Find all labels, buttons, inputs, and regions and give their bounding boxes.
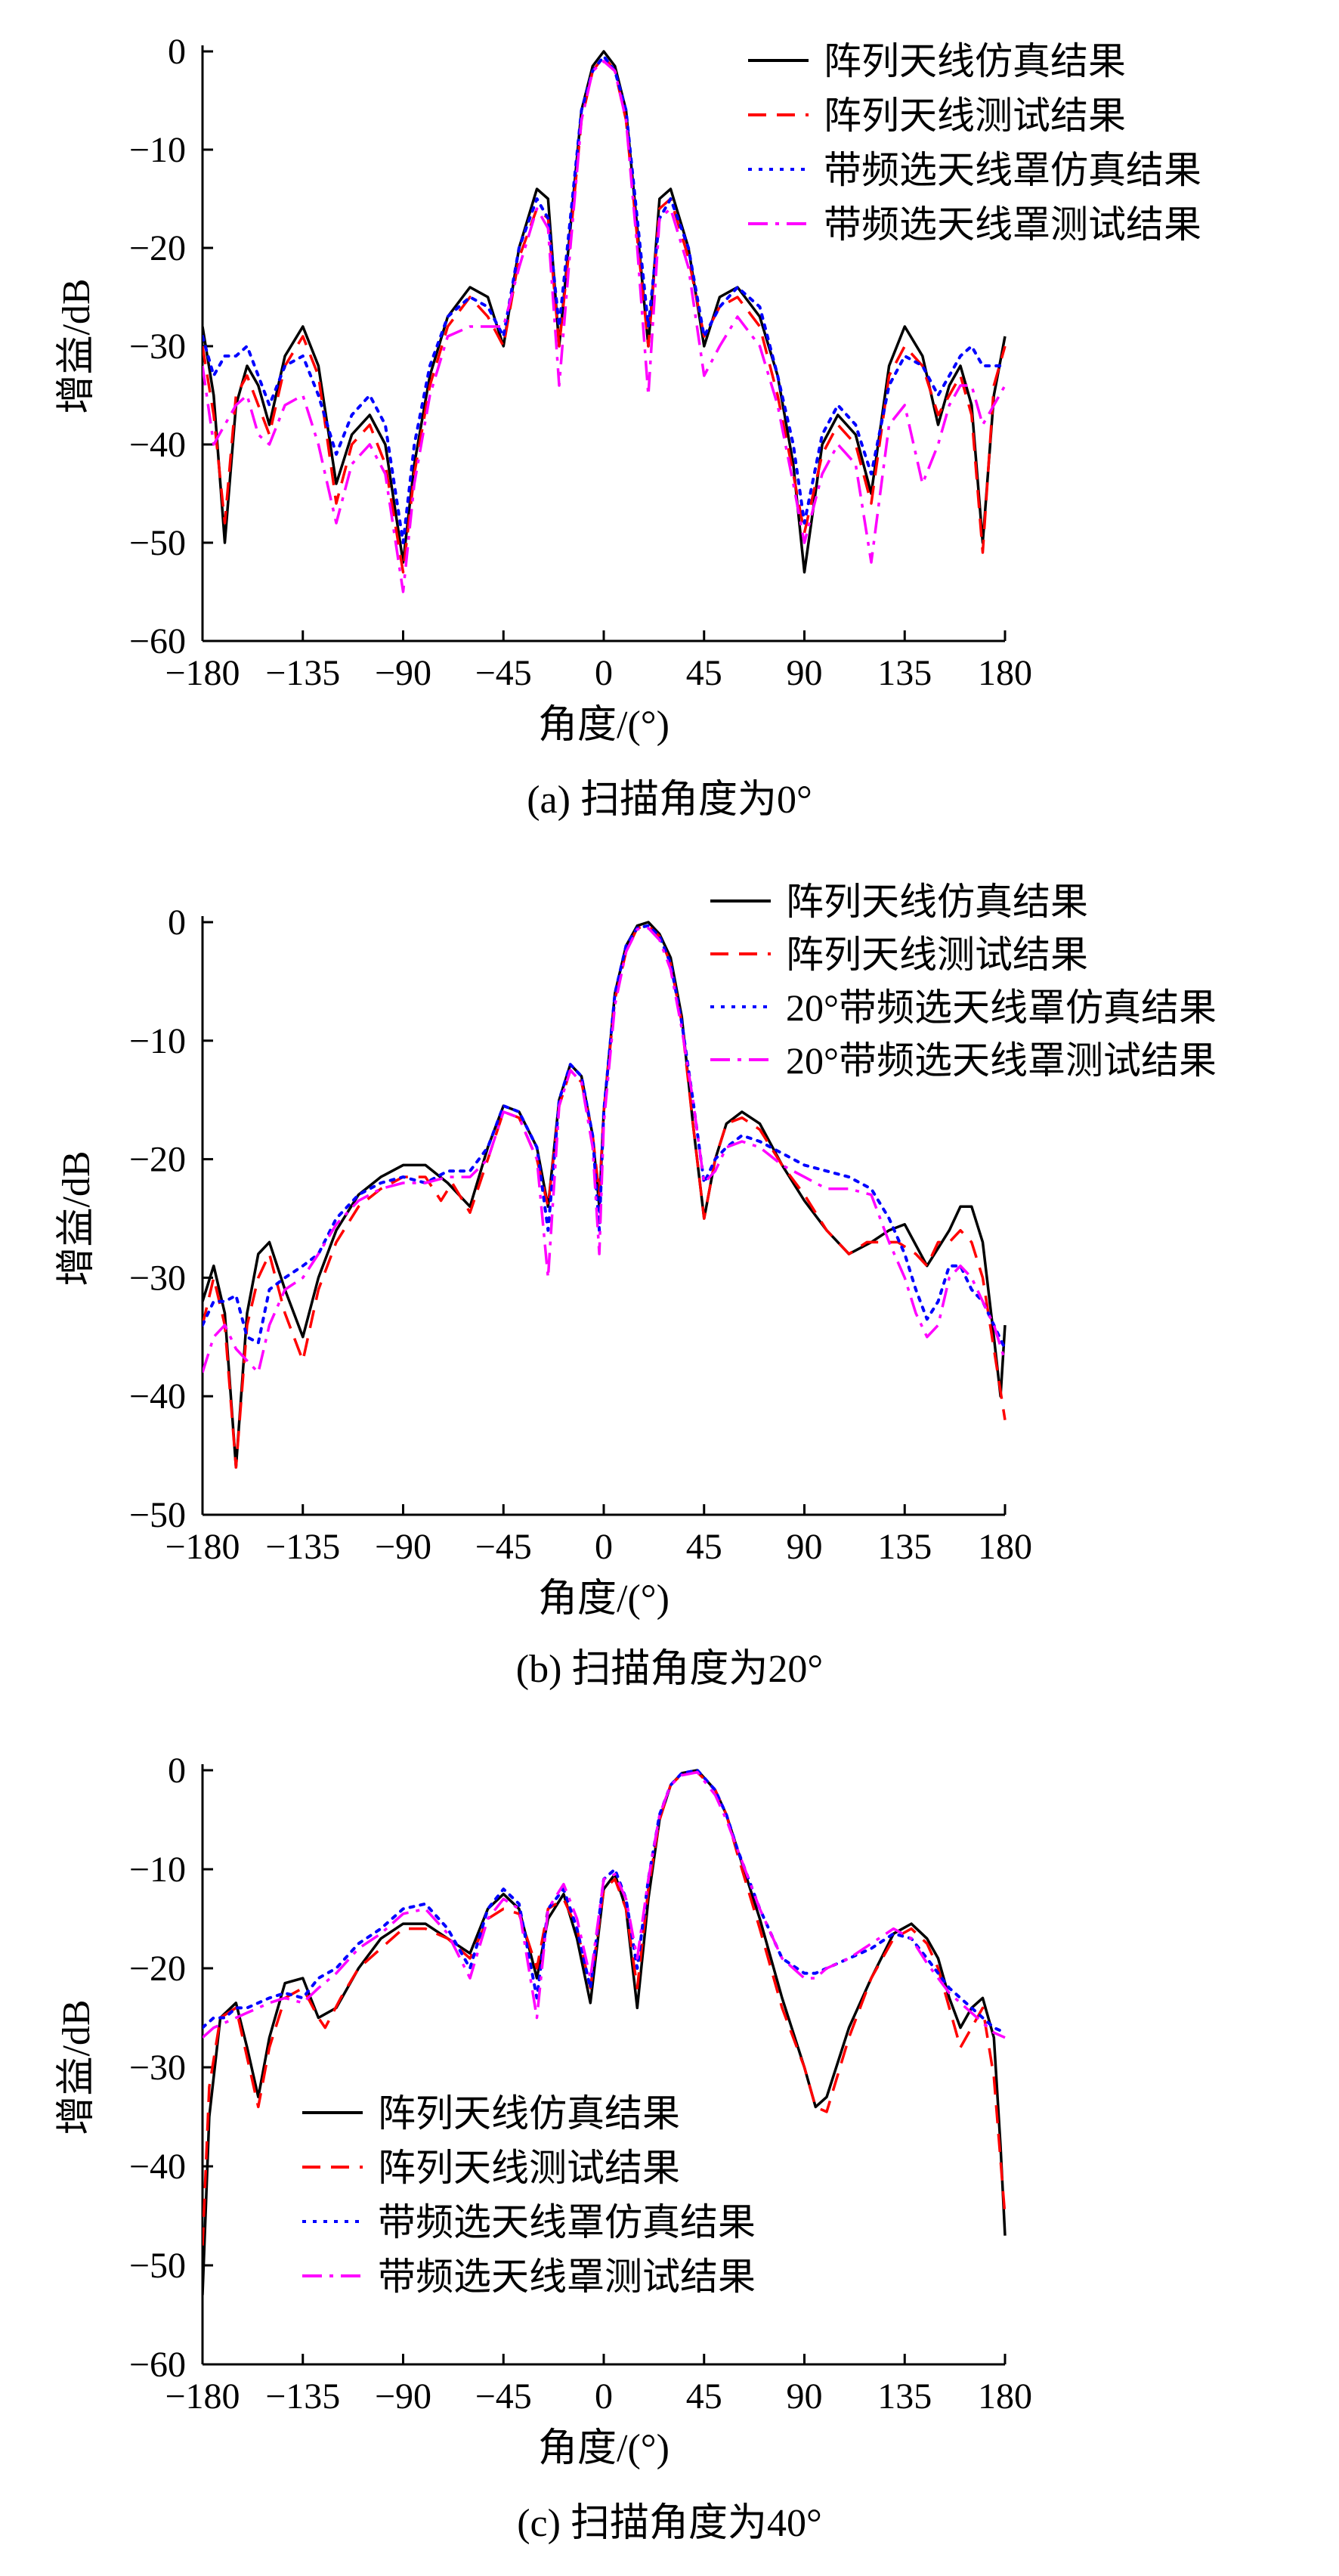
legend-label-3: 带频选天线罩测试结果: [824, 203, 1201, 246]
y-tick-label: −30: [129, 1258, 186, 1298]
x-tick-label: −90: [375, 2376, 431, 2417]
x-tick-label: −45: [475, 2376, 532, 2417]
y-tick-label: −20: [129, 1140, 186, 1180]
y-tick-label: −40: [129, 2147, 186, 2187]
x-tick-label: 90: [787, 653, 823, 693]
legend-label-3: 20°带频选天线罩测试结果: [786, 1039, 1217, 1082]
x-axis-label: 角度/(°): [538, 2427, 670, 2470]
legend-label-2: 带频选天线罩仿真结果: [378, 2201, 756, 2243]
y-axis-label: 增益/dB: [55, 1999, 98, 2135]
x-tick-label: −135: [265, 1527, 340, 1567]
legend-label-0: 阵列天线仿真结果: [786, 881, 1088, 923]
chart-caption: (a) 扫描角度为0°: [527, 779, 812, 822]
y-tick-label: −50: [129, 523, 186, 563]
x-tick-label: −180: [165, 1527, 240, 1567]
x-axis-label: 角度/(°): [538, 1577, 670, 1621]
y-tick-label: −60: [129, 621, 186, 661]
y-tick-label: −20: [129, 1949, 186, 1989]
y-tick-label: −50: [129, 2246, 186, 2286]
legend-label-3: 带频选天线罩测试结果: [378, 2256, 756, 2298]
x-tick-label: −45: [475, 653, 532, 693]
x-tick-label: −180: [165, 2376, 240, 2417]
series-line-1: [203, 1770, 1007, 2246]
chart-panel-0: −180 −135 −90 −45 0 45 90 135 180 0 −10 −20 −30 −40 −5…: [55, 32, 1201, 822]
x-tick-label: 0: [595, 1527, 613, 1567]
x-axis-label: 角度/(°): [538, 704, 670, 747]
legend-label-0: 阵列天线仿真结果: [378, 2092, 680, 2135]
chart-panel-1: −180 −135 −90 −45 0 45 90 135 180 0 −10 −20 −30 −40 −5…: [55, 881, 1217, 1691]
x-tick-label: −90: [375, 1527, 431, 1567]
y-tick-label: −40: [129, 425, 186, 465]
x-tick-label: −135: [265, 653, 340, 693]
y-axis-label: 增益/dB: [55, 1150, 98, 1286]
y-tick-label: −20: [129, 228, 186, 268]
y-tick-label: −40: [129, 1376, 186, 1416]
legend-label-1: 阵列天线测试结果: [786, 933, 1088, 976]
y-tick-label: −30: [129, 2048, 186, 2088]
legend-label-0: 阵列天线仿真结果: [824, 40, 1126, 82]
x-tick-label: 180: [978, 653, 1032, 693]
y-tick-label: 0: [168, 903, 186, 943]
series-line-3: [203, 60, 1007, 593]
x-tick-label: −135: [265, 2376, 340, 2417]
legend-label-2: 带频选天线罩仿真结果: [824, 149, 1201, 191]
series-line-2: [203, 54, 1007, 544]
x-tick-label: −90: [375, 653, 431, 693]
series-line-2: [203, 924, 1007, 1351]
x-tick-label: 90: [787, 2376, 823, 2417]
x-tick-label: 180: [978, 2376, 1032, 2417]
chart-caption: (b) 扫描角度为20°: [516, 1648, 823, 1691]
x-tick-label: 180: [978, 1527, 1032, 1567]
series-line-1: [203, 54, 1007, 574]
y-tick-label: −50: [129, 1495, 186, 1535]
series-line-2: [203, 1769, 1007, 2035]
legend-label-1: 阵列天线测试结果: [378, 2147, 680, 2189]
series-line-3: [203, 927, 1007, 1374]
legend-label-1: 阵列天线测试结果: [824, 94, 1126, 137]
chart-caption: (c) 扫描角度为40°: [517, 2502, 822, 2545]
y-tick-label: −60: [129, 2345, 186, 2385]
y-axis-label: 增益/dB: [55, 278, 98, 413]
x-tick-label: −45: [475, 1527, 532, 1567]
chart-panel-2: −180 −135 −90 −45 0 45 90 135 180 0 −10 −20 −30 −40 −5…: [55, 1751, 1032, 2545]
x-tick-label: 45: [686, 2376, 722, 2417]
x-tick-label: 90: [787, 1527, 823, 1567]
x-tick-label: 135: [877, 1527, 932, 1567]
x-tick-label: 0: [595, 2376, 613, 2417]
x-tick-label: 45: [686, 1527, 722, 1567]
series-line-3: [203, 1770, 1006, 2039]
y-tick-label: 0: [168, 1751, 186, 1791]
y-tick-label: −30: [129, 327, 186, 367]
y-tick-label: −10: [129, 1021, 186, 1061]
x-tick-label: 45: [686, 653, 722, 693]
x-tick-label: 0: [595, 653, 613, 693]
y-tick-label: 0: [168, 32, 186, 72]
x-tick-label: 135: [877, 2376, 932, 2417]
y-tick-label: −10: [129, 1850, 186, 1890]
x-tick-label: −180: [165, 653, 240, 693]
series-line-0: [203, 50, 1007, 574]
y-tick-label: −10: [129, 130, 186, 170]
x-tick-label: 135: [877, 653, 932, 693]
legend-label-2: 20°带频选天线罩仿真结果: [786, 986, 1217, 1029]
